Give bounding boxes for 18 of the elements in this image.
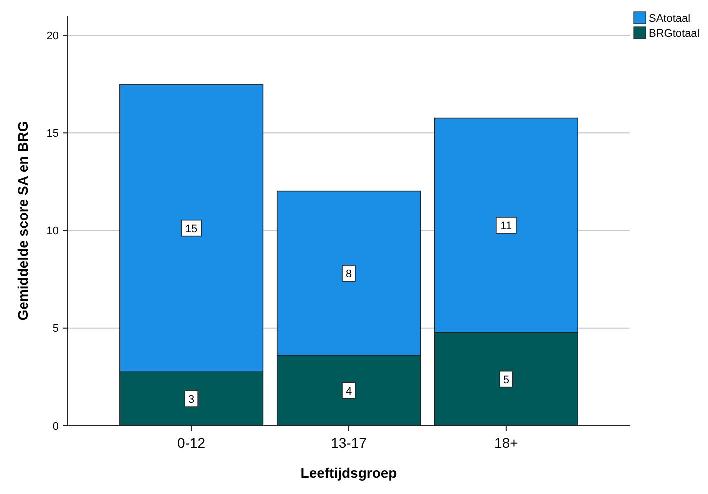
- data-label: 8: [346, 268, 352, 281]
- y-tick-label: 20: [46, 30, 59, 42]
- legend-label: SAtotaal: [649, 13, 691, 25]
- x-tick-label: 0-12: [178, 435, 206, 451]
- y-tick-label: 0: [52, 420, 59, 433]
- x-tick-label: 13-17: [331, 435, 368, 451]
- x-tick-label: 18+: [494, 435, 518, 451]
- y-tick-label: 10: [46, 226, 59, 238]
- x-axis-title: Leeftijdsgroep: [300, 465, 398, 481]
- y-axis-title: Gemiddelde score SA en BRG: [15, 121, 31, 321]
- data-label: 15: [185, 223, 198, 236]
- data-label: 5: [503, 374, 510, 386]
- data-label: 3: [188, 394, 195, 406]
- legend-label: BRGtotaal: [649, 28, 700, 40]
- data-label: 4: [346, 386, 352, 398]
- y-tick-label: 15: [46, 128, 59, 140]
- y-tick-label: 5: [52, 323, 59, 336]
- data-label: 11: [500, 220, 512, 232]
